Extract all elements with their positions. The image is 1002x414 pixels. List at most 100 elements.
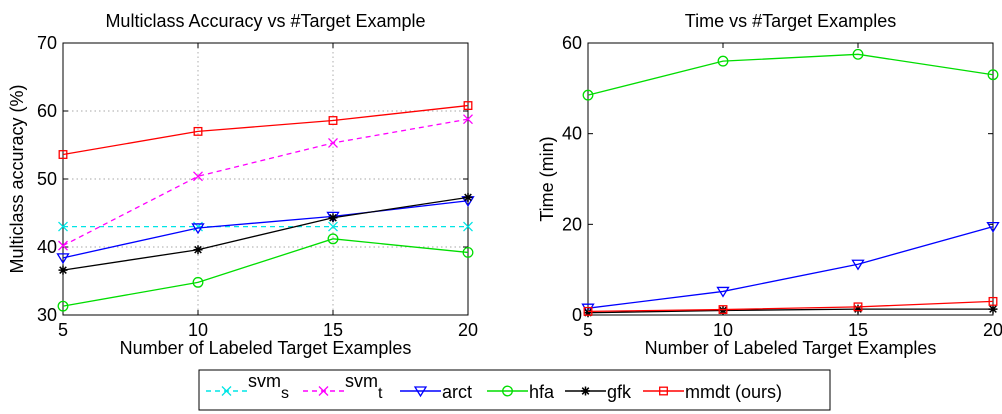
data-point bbox=[716, 286, 730, 298]
data-point bbox=[583, 308, 593, 318]
legend-label: mmdt (ours) bbox=[685, 382, 782, 402]
data-point bbox=[191, 223, 205, 235]
y-tick-label: 30 bbox=[37, 305, 57, 325]
chart-2: 5 10 15 20 0 20 40 60 Time vs #Target Examples Nu… bbox=[537, 11, 1002, 358]
data-point bbox=[58, 265, 68, 275]
data-point bbox=[988, 304, 998, 314]
data-point bbox=[56, 253, 70, 265]
legend-marker bbox=[502, 385, 513, 397]
x-tick-label: 5 bbox=[58, 320, 68, 340]
data-point bbox=[463, 101, 473, 111]
y-tick-label: 70 bbox=[37, 33, 57, 53]
data-point bbox=[853, 302, 863, 312]
x-tick-label: 10 bbox=[188, 320, 208, 340]
data-point bbox=[58, 240, 68, 251]
series-line bbox=[587, 308, 993, 314]
legend-item: mmdt (ours) bbox=[643, 382, 782, 402]
chart-1: 5 10 15 20 30 40 50 60 70 Multiclass Accuracy vs … bbox=[7, 11, 478, 358]
legend-label: hfa bbox=[529, 382, 555, 402]
x-tick-label: 15 bbox=[323, 320, 343, 340]
series-hfa bbox=[582, 48, 999, 101]
legend-label: gfk bbox=[607, 382, 632, 402]
legend-item: arct bbox=[400, 382, 472, 402]
series-line bbox=[62, 238, 469, 307]
series-line bbox=[587, 53, 994, 96]
y-tick-label: 40 bbox=[562, 124, 582, 144]
series-line bbox=[62, 104, 469, 156]
x-tick-label: 5 bbox=[583, 320, 593, 340]
y-tick-label: 50 bbox=[37, 169, 57, 189]
series-line bbox=[62, 200, 469, 259]
x-tick-label: 20 bbox=[458, 320, 478, 340]
plot-frame bbox=[587, 42, 994, 316]
data-point bbox=[717, 55, 729, 67]
x-axis-label: Number of Labeled Target Examples bbox=[645, 338, 937, 358]
legend-marker bbox=[581, 386, 590, 396]
data-point bbox=[328, 138, 338, 148]
y-tick-label: 0 bbox=[572, 305, 582, 325]
data-point bbox=[328, 116, 338, 125]
legend-marker bbox=[318, 386, 329, 396]
y-axis-label: Multiclass accuracy (%) bbox=[7, 84, 27, 273]
series-line bbox=[587, 225, 994, 309]
y-tick-label: 40 bbox=[37, 237, 57, 257]
series-line bbox=[62, 118, 469, 247]
data-point bbox=[463, 221, 473, 232]
series-svm-s bbox=[58, 221, 473, 232]
x-tick-label: 10 bbox=[713, 320, 733, 340]
chart-title: Time vs #Target Examples bbox=[685, 11, 896, 31]
data-point bbox=[851, 259, 865, 271]
data-point bbox=[718, 305, 728, 315]
data-point bbox=[583, 306, 593, 316]
legend-box bbox=[198, 369, 831, 411]
series-svm-t bbox=[58, 114, 473, 251]
chart-title: Multiclass Accuracy vs #Target Example bbox=[105, 11, 425, 31]
series-arct bbox=[56, 196, 475, 265]
data-point bbox=[193, 245, 203, 255]
series-line bbox=[62, 196, 469, 271]
data-point bbox=[853, 304, 863, 314]
data-point bbox=[718, 305, 728, 315]
legend-marker bbox=[659, 386, 668, 396]
legend-marker bbox=[221, 386, 232, 396]
y-tick-label: 60 bbox=[562, 33, 582, 53]
data-point bbox=[193, 126, 203, 136]
data-point bbox=[328, 213, 338, 223]
data-point bbox=[987, 69, 999, 81]
data-point bbox=[192, 276, 204, 288]
y-axis-label: Time (min) bbox=[537, 136, 557, 221]
data-point bbox=[58, 221, 68, 232]
data-point bbox=[463, 192, 473, 202]
legend-label-subscript: t bbox=[378, 385, 383, 402]
data-point bbox=[581, 303, 595, 315]
y-tick-label: 20 bbox=[562, 214, 582, 234]
data-point bbox=[58, 150, 68, 159]
legend-label-subscript: s bbox=[281, 385, 289, 402]
series-hfa bbox=[57, 233, 474, 312]
data-point bbox=[463, 114, 473, 125]
x-tick-label: 20 bbox=[983, 320, 1002, 340]
data-point bbox=[988, 296, 998, 306]
series-line bbox=[587, 300, 994, 313]
series-gfk bbox=[58, 192, 473, 275]
legend-label: arct bbox=[442, 382, 472, 402]
data-point bbox=[193, 171, 203, 182]
series-gfk bbox=[583, 304, 998, 318]
series-arct bbox=[581, 221, 1000, 315]
x-tick-label: 15 bbox=[848, 320, 868, 340]
legend-marker bbox=[413, 386, 428, 398]
legend-item: hfa bbox=[487, 382, 555, 402]
series-mmdt-ours- bbox=[58, 101, 473, 159]
data-point bbox=[327, 233, 339, 245]
legend-item: gfk bbox=[565, 382, 632, 402]
data-point bbox=[852, 48, 864, 60]
y-tick-label: 60 bbox=[37, 101, 57, 121]
data-point bbox=[462, 246, 474, 258]
data-point bbox=[328, 221, 338, 232]
series-mmdt-ours- bbox=[583, 296, 998, 316]
data-point bbox=[57, 300, 69, 312]
data-point bbox=[582, 89, 594, 101]
data-point bbox=[986, 221, 1000, 233]
